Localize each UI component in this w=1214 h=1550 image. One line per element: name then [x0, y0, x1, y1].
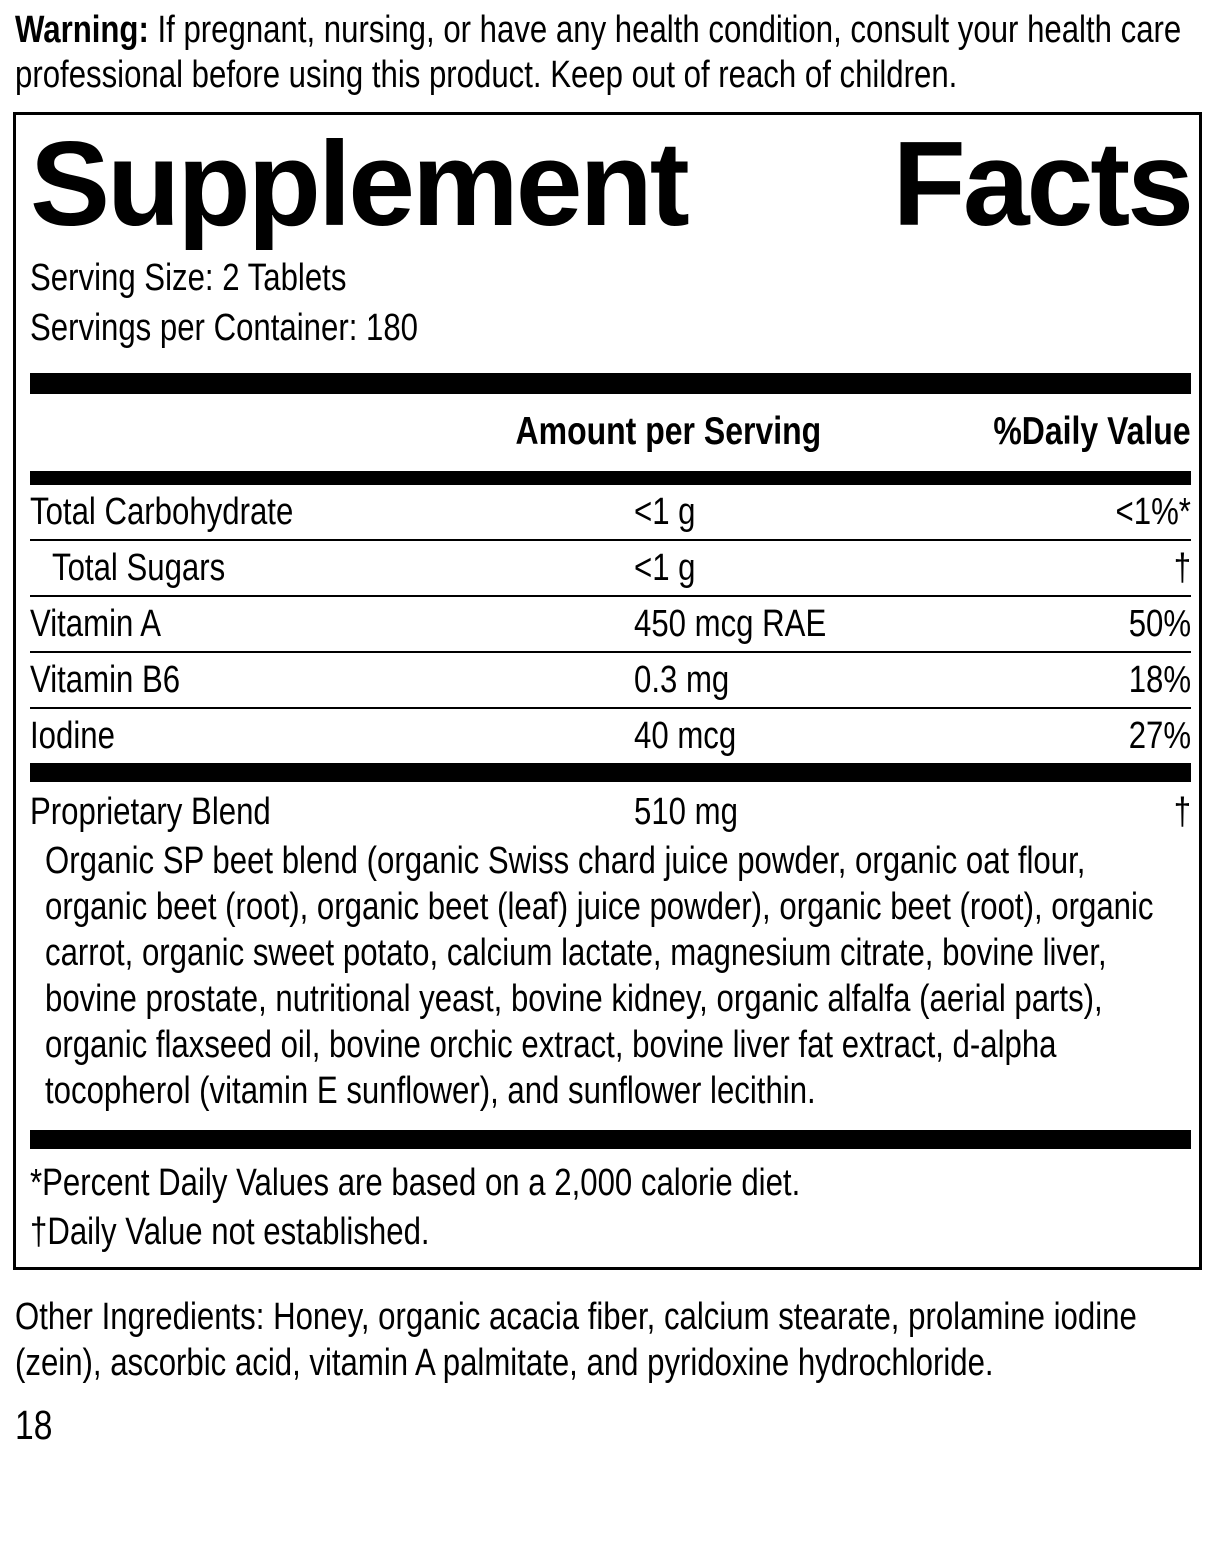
nutrient-row-vitamin-a: Vitamin A 450 mcg RAE 50% [30, 595, 1191, 651]
nutrient-name: Total Carbohydrate [30, 491, 294, 533]
nutrient-daily-value: <1%* [1115, 491, 1191, 533]
blend-description: Organic SP beet blend (organic Swiss cha… [45, 840, 1154, 1112]
proprietary-blend-row: Proprietary Blend 510 mg † [30, 782, 1191, 836]
other-ingredients: Other Ingredients: Honey, organic acacia… [15, 1296, 1137, 1384]
blend-daily-value: † [1173, 791, 1191, 833]
divider-bar-header [30, 471, 1191, 485]
column-header-daily-value: %Daily Value [993, 410, 1191, 453]
nutrient-amount: <1 g [633, 491, 696, 533]
blend-amount: 510 mg [633, 791, 738, 833]
panel-title-word-supplement: Supplement [30, 117, 690, 251]
footnote-percent-daily-values: *Percent Daily Values are based on a 2,0… [30, 1162, 801, 1204]
panel-title: Supplement Facts [30, 117, 1194, 251]
nutrient-daily-value: 27% [1128, 715, 1191, 757]
serving-info: Serving Size: 2 Tablets Servings per Con… [30, 253, 1191, 353]
nutrient-row-vitamin-b6: Vitamin B6 0.3 mg 18% [30, 651, 1191, 707]
warning-paragraph: Warning: If pregnant, nursing, or have a… [15, 8, 1199, 98]
supplement-facts-panel: Supplement Facts Serving Size: 2 Tablets… [13, 112, 1202, 1270]
nutrient-daily-value: † [1173, 547, 1191, 589]
nutrient-row-total-carbohydrate: Total Carbohydrate <1 g <1%* [30, 485, 1191, 539]
servings-per-container: Servings per Container: 180 [30, 307, 419, 349]
serving-size: Serving Size: 2 Tablets [30, 257, 347, 299]
nutrient-name: Total Sugars [52, 547, 226, 589]
nutrient-daily-value: 50% [1128, 603, 1191, 645]
warning-text: Warning: If pregnant, nursing, or have a… [15, 8, 1199, 98]
panel-title-word-facts: Facts [892, 117, 1194, 251]
column-header-spacer [30, 409, 448, 455]
divider-bar-top [30, 373, 1191, 394]
nutrient-amount: 0.3 mg [633, 659, 729, 701]
nutrient-row-iodine: Iodine 40 mcg 27% [30, 707, 1191, 763]
page-number: 18 [15, 1402, 53, 1448]
warning-body: If pregnant, nursing, or have any health… [15, 9, 1182, 96]
footnote-daily-value-not-established: †Daily Value not established. [30, 1211, 430, 1253]
nutrient-name: Iodine [30, 715, 115, 757]
nutrient-amount: <1 g [633, 547, 696, 589]
divider-bar-footnotes [30, 1130, 1191, 1149]
nutrient-daily-value: 18% [1128, 659, 1191, 701]
column-header-row: Amount per Serving %Daily Value [30, 394, 1191, 471]
nutrient-amount: 40 mcg [633, 715, 736, 757]
footnotes: *Percent Daily Values are based on a 2,0… [30, 1159, 1191, 1257]
column-header-amount: Amount per Serving [515, 410, 822, 453]
nutrient-rows: Total Carbohydrate <1 g <1%* Total Sugar… [30, 485, 1191, 763]
nutrient-name: Vitamin B6 [30, 659, 181, 701]
divider-bar-blend [30, 763, 1191, 782]
nutrient-name: Vitamin A [30, 603, 162, 645]
blend-name: Proprietary Blend [30, 791, 271, 833]
nutrient-row-total-sugars: Total Sugars <1 g † [30, 539, 1191, 595]
warning-label: Warning: [15, 9, 149, 51]
nutrient-amount: 450 mcg RAE [633, 603, 826, 645]
